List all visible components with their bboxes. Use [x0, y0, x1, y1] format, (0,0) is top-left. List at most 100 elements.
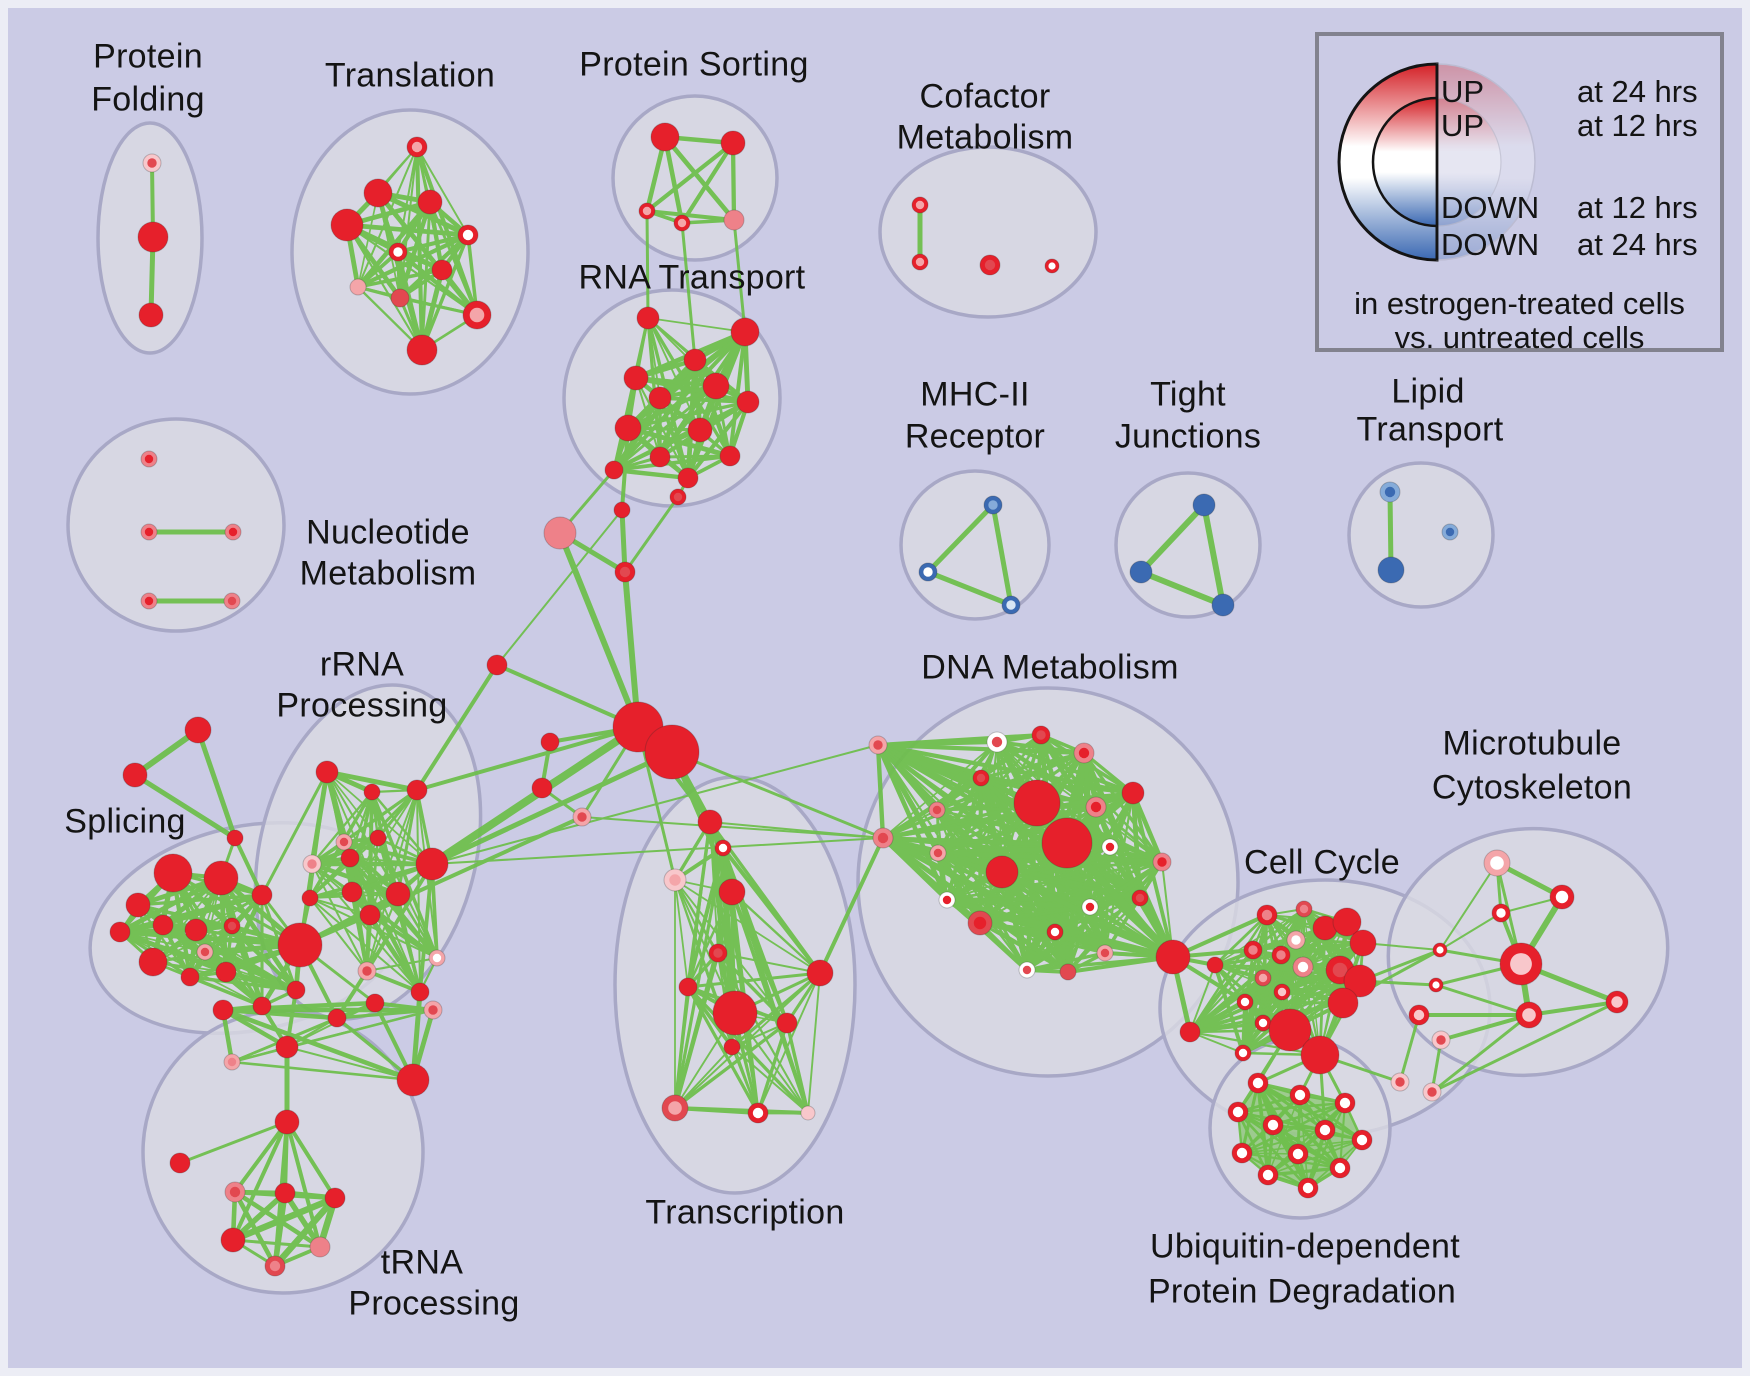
edge [685, 329, 748, 481]
gene-node-center-c2 [915, 257, 925, 267]
edge [686, 985, 760, 1115]
gene-node-center-d8 [1090, 801, 1102, 813]
edge [674, 879, 719, 954]
gene-node-center-rb6 [428, 1005, 438, 1015]
gene-node-center-d7 [932, 805, 942, 815]
edge [1035, 801, 1164, 864]
gene-node-sp4 [109, 921, 131, 943]
edge [431, 837, 884, 865]
gene-node-r2 [730, 317, 760, 347]
gene-node-tj2 [1129, 560, 1153, 584]
edge [233, 836, 264, 897]
gene-node-sp6 [184, 918, 208, 942]
gene-node-r9 [687, 417, 713, 443]
edge [709, 821, 884, 839]
edge [1430, 1013, 1531, 1094]
cluster-label-trna-processing: Processing [348, 1284, 520, 1323]
edge [1188, 1000, 1247, 1034]
gene-node-sp2 [203, 860, 239, 896]
gene-node-center-d22 [1022, 965, 1032, 975]
edge [350, 890, 369, 973]
gene-node-center-mt11 [1395, 1077, 1405, 1087]
gene-node-center-tx2 [718, 843, 728, 853]
edge [348, 856, 439, 960]
cluster-ellipse-protein-sorting [611, 94, 779, 262]
gene-node-center-mt6 [1611, 996, 1623, 1008]
edge [674, 1046, 733, 1109]
cluster-label-ubiquitin-degradation: Ubiquitin-dependent [1149, 1227, 1461, 1266]
gene-node-r4 [623, 365, 649, 391]
gene-node-center-rb3 [227, 1057, 237, 1067]
edge [612, 454, 732, 472]
legend-time-label: at 12 hrs [1577, 190, 1698, 225]
edge [324, 769, 420, 793]
gene-node-tx12 [800, 1105, 816, 1121]
edge [396, 892, 422, 994]
cluster-label-nucleotide-metabolism: Metabolism [299, 554, 477, 593]
edge [286, 1046, 414, 1081]
gene-node-r13 [677, 467, 699, 489]
edge [496, 509, 623, 666]
gene-node-rr11 [301, 889, 319, 907]
edge [679, 140, 736, 226]
edge [161, 893, 264, 927]
edge [1188, 1030, 1322, 1057]
legend-row: UP at 24 hrs [1319, 74, 1720, 109]
edge [373, 1001, 435, 1012]
edge [178, 1120, 289, 1165]
edge [756, 1021, 789, 1115]
cluster-label-transcription: Transcription [645, 1193, 845, 1232]
edge [495, 663, 640, 729]
gene-node-t7 [431, 259, 453, 281]
legend-direction-label: DOWN [1441, 190, 1540, 225]
gene-node-center-mt8 [1432, 981, 1440, 989]
gene-node-tnh [274, 1109, 300, 1135]
gene-node-center-d4 [1078, 747, 1090, 759]
cluster-label-trna-processing: tRNA [380, 1243, 464, 1282]
gene-node-center-c4 [1048, 262, 1056, 270]
edge [136, 893, 264, 907]
cluster-label-protein-folding: Folding [91, 80, 205, 119]
gene-node-tx9 [723, 1038, 741, 1056]
gene-node-center-rr13 [432, 953, 442, 963]
gene-node-s5 [723, 209, 745, 231]
edge [882, 741, 998, 839]
edge [309, 897, 438, 959]
edge [626, 400, 750, 430]
edge [717, 952, 809, 1114]
edge [1241, 1000, 1247, 1055]
gene-node-center-nm1 [144, 454, 154, 464]
cluster-label-nucleotide-metabolism: Nucleotide [306, 513, 470, 552]
edge [1439, 912, 1502, 951]
gene-node-t9 [390, 288, 410, 308]
gene-node-center-cc16 [1291, 935, 1301, 945]
edge [309, 837, 379, 899]
gene-node-cc15 [1327, 987, 1359, 1019]
cluster-label-microtubule-cytoskeleton: Cytoskeleton [1431, 768, 1633, 807]
gene-node-center-mt7 [1436, 946, 1444, 954]
legend-halfcircle-glyph [1337, 62, 1536, 262]
edge [132, 772, 238, 841]
edge [658, 396, 750, 404]
edge [680, 221, 697, 362]
gene-node-center-u12 [1302, 1182, 1314, 1194]
edge [557, 530, 641, 730]
edge [152, 894, 263, 963]
gene-node-center-d12 [933, 848, 943, 858]
edge [230, 1008, 435, 1064]
gene-node-sp10 [215, 961, 237, 983]
edge [716, 951, 789, 1025]
gene-node-rr10 [341, 881, 363, 903]
gene-node-rr3 [406, 779, 428, 801]
gene-node-center-mt5 [1522, 1008, 1536, 1022]
gene-node-center-c3 [984, 259, 996, 271]
cluster-label-mhc-ii-receptor: MHC-II [920, 375, 1030, 414]
gene-node-center-cc2 [1299, 904, 1309, 914]
gene-node-center-cc7 [1276, 950, 1286, 960]
cluster-label-tight-junctions: Tight [1150, 375, 1226, 414]
gene-node-center-cc8 [1297, 961, 1309, 973]
gene-node-b2 [1179, 1021, 1201, 1043]
edge [673, 985, 690, 1110]
edge [881, 805, 1098, 840]
